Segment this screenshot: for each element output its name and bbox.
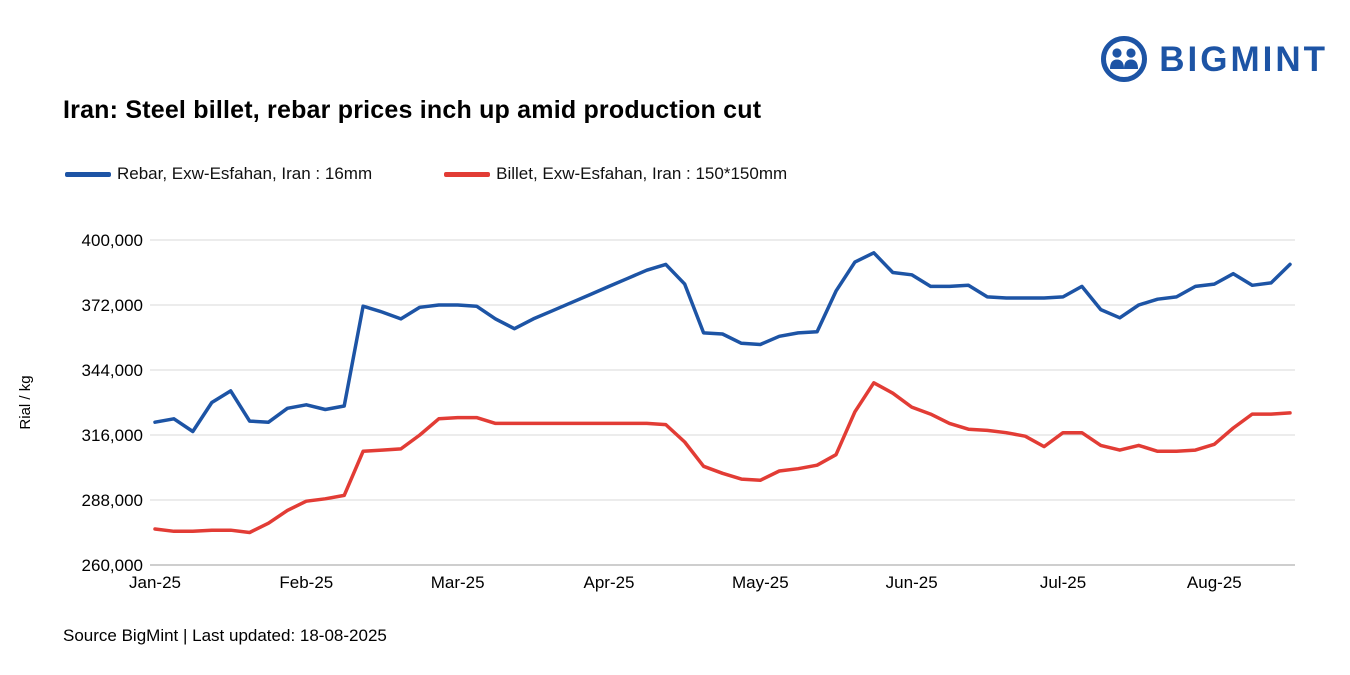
x-tick-label: Jun-25 bbox=[886, 573, 938, 592]
y-tick-label: 400,000 bbox=[82, 231, 143, 250]
y-axis-label: Rial / kg bbox=[17, 375, 34, 429]
y-tick-label: 316,000 bbox=[82, 426, 143, 445]
x-tick-label: Mar-25 bbox=[431, 573, 485, 592]
y-tick-label: 288,000 bbox=[82, 491, 143, 510]
legend-label: Rebar, Exw-Esfahan, Iran : 16mm bbox=[117, 164, 373, 183]
x-tick-label: Aug-25 bbox=[1187, 573, 1242, 592]
legend-swatch bbox=[444, 171, 491, 177]
x-tick-label: Jul-25 bbox=[1040, 573, 1086, 592]
legend-item-billet: Billet, Exw-Esfahan, Iran : 150*150mm bbox=[444, 164, 787, 184]
x-tick-label: Jan-25 bbox=[129, 573, 181, 592]
bigmint-logo-icon bbox=[1101, 36, 1148, 82]
brand-name: BIGMINT bbox=[1159, 39, 1328, 79]
chart-legend: Rebar, Exw-Esfahan, Iran : 16mm Billet, … bbox=[65, 164, 787, 184]
x-tick-label: May-25 bbox=[732, 573, 789, 592]
page-title: Iran: Steel billet, rebar prices inch up… bbox=[63, 96, 762, 124]
y-tick-label: 260,000 bbox=[82, 556, 143, 575]
x-tick-label: Apr-25 bbox=[583, 573, 634, 592]
brand-logo: BIGMINT bbox=[1099, 34, 1328, 84]
legend-label: Billet, Exw-Esfahan, Iran : 150*150mm bbox=[496, 164, 788, 183]
series-line-billet bbox=[153, 381, 1292, 535]
x-tick-label: Feb-25 bbox=[279, 573, 333, 592]
source-note: Source BigMint | Last updated: 18-08-202… bbox=[63, 626, 387, 645]
legend-swatch bbox=[65, 171, 111, 177]
series-line-rebar bbox=[153, 251, 1292, 434]
y-tick-label: 344,000 bbox=[82, 361, 143, 380]
y-tick-label: 372,000 bbox=[82, 296, 143, 315]
legend-item-rebar: Rebar, Exw-Esfahan, Iran : 16mm bbox=[65, 164, 372, 184]
